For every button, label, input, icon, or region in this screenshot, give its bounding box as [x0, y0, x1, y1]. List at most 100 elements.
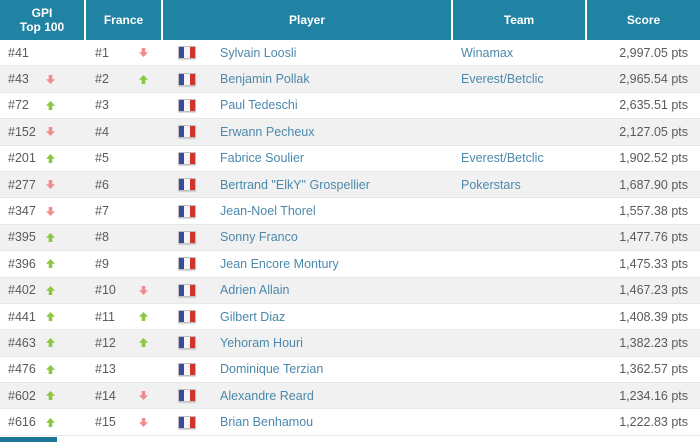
player-cell: Jean-Noel Thorel: [163, 198, 453, 223]
france-flag-icon: [178, 362, 196, 376]
score-value: 1,467.23 pts: [619, 283, 688, 298]
rank-up-icon: [46, 338, 55, 348]
player-link[interactable]: Adrien Allain: [220, 283, 290, 298]
player-link[interactable]: Fabrice Soulier: [220, 151, 305, 166]
flag-white-stripe: [184, 337, 190, 349]
player-link[interactable]: Sonny Franco: [220, 230, 298, 245]
gpi-rank-cell: #616: [0, 409, 86, 434]
france-rank-cell: #15: [86, 409, 163, 434]
player-link[interactable]: Jean-Noel Thorel: [220, 204, 316, 219]
france-rank-cell: #9: [86, 251, 163, 276]
france-flag-icon: [178, 415, 196, 429]
player-link[interactable]: Yehoram Houri: [220, 335, 303, 350]
flag-white-stripe: [184, 390, 190, 402]
flag-white-stripe: [184, 416, 190, 428]
table-row: #277 #6 Bertrand "ElkY" Grospellier Pokerst…: [0, 171, 700, 199]
score-cell: 2,635.51 pts: [587, 93, 700, 118]
gpi-rank-cell: #201: [0, 146, 86, 171]
gpi-rank-cell: #463: [0, 330, 86, 355]
team-link[interactable]: Pokerstars: [461, 177, 521, 192]
table-row: #43 #2 Benjamin Pollak Everest/Betclic 2,965…: [0, 66, 700, 93]
score-cell: 1,408.39 pts: [587, 304, 700, 329]
rank-up-icon: [46, 417, 55, 427]
team-cell: [453, 251, 587, 276]
france-rank: #8: [95, 230, 109, 245]
player-link[interactable]: Benjamin Pollak: [220, 72, 310, 87]
flag-red-stripe: [189, 205, 195, 217]
gpi-rank: #476: [8, 362, 36, 377]
flag-blue-stripe: [179, 152, 185, 164]
player-link[interactable]: Sylvain Loosli: [220, 45, 297, 60]
score-value: 1,477.76 pts: [619, 230, 688, 245]
france-rank: #3: [95, 98, 109, 113]
rank-down-icon: [46, 180, 55, 190]
player-link[interactable]: Paul Tedeschi: [220, 98, 298, 113]
score-cell: 1,362.57 pts: [587, 357, 700, 382]
france-rank: #13: [95, 362, 116, 377]
team-link[interactable]: Everest/Betclic: [461, 151, 544, 166]
france-rank-cell: #12: [86, 330, 163, 355]
flag-blue-stripe: [179, 205, 185, 217]
flag-blue-stripe: [179, 284, 185, 296]
rank-down-icon: [139, 285, 148, 295]
france-flag-icon: [178, 125, 196, 139]
score-cell: 1,687.90 pts: [587, 172, 700, 197]
table-row: #602 #14 Alexandre Reard 1,234.16 pts: [0, 383, 700, 410]
table-row: #347 #7 Jean-Noel Thorel 1,557.38 pts: [0, 198, 700, 225]
rank-up-icon: [46, 364, 55, 374]
player-cell: Gilbert Diaz: [163, 304, 453, 329]
score-cell: 2,997.05 pts: [587, 40, 700, 65]
france-flag-icon: [178, 336, 196, 350]
france-flag-icon: [178, 151, 196, 165]
player-link[interactable]: Bertrand "ElkY" Grospellier: [220, 177, 370, 192]
player-link[interactable]: Jean Encore Montury: [220, 256, 339, 271]
score-cell: 1,234.16 pts: [587, 383, 700, 408]
team-link[interactable]: Everest/Betclic: [461, 72, 544, 87]
flag-red-stripe: [189, 311, 195, 323]
team-cell: [453, 357, 587, 382]
rank-up-icon: [139, 312, 148, 322]
column-header-gpi-line1: GPI: [31, 6, 53, 20]
column-header-team: Team: [453, 0, 587, 40]
flag-red-stripe: [189, 179, 195, 191]
france-rank-cell: #3: [86, 93, 163, 118]
france-flag-icon: [178, 72, 196, 86]
gpi-rank-cell: #476: [0, 357, 86, 382]
player-link[interactable]: Dominique Terzian: [220, 362, 324, 377]
player-link[interactable]: Erwann Pecheux: [220, 124, 315, 139]
score-value: 1,362.57 pts: [619, 362, 688, 377]
table-row: #476 #13 Dominique Terzian 1,362.57 pts: [0, 356, 700, 384]
player-link[interactable]: Alexandre Reard: [220, 388, 314, 403]
gpi-rank-cell: #277: [0, 172, 86, 197]
player-link[interactable]: Brian Benhamou: [220, 415, 314, 430]
team-cell: [453, 330, 587, 355]
flag-red-stripe: [189, 47, 195, 59]
flag-blue-stripe: [179, 47, 185, 59]
team-cell: Winamax: [453, 40, 587, 65]
france-rank: #12: [95, 335, 116, 350]
team-link[interactable]: Winamax: [461, 45, 514, 60]
score-value: 2,965.54 pts: [619, 72, 688, 87]
score-cell: 1,557.38 pts: [587, 198, 700, 223]
player-cell: Jean Encore Montury: [163, 251, 453, 276]
flag-red-stripe: [189, 337, 195, 349]
player-cell: Yehoram Houri: [163, 330, 453, 355]
table-header-row: GPI Top 100 France Player Team Score: [0, 0, 700, 40]
player-link[interactable]: Gilbert Diaz: [220, 309, 286, 324]
rank-down-icon: [46, 206, 55, 216]
gpi-rank: #43: [8, 72, 29, 87]
france-rank: #1: [95, 45, 109, 60]
table-row: #463 #12 Yehoram Houri 1,382.23 pts: [0, 330, 700, 357]
flag-red-stripe: [189, 390, 195, 402]
gpi-rank-cell: #347: [0, 198, 86, 223]
score-value: 2,127.05 pts: [619, 124, 688, 139]
rank-up-icon: [139, 74, 148, 84]
team-cell: [453, 278, 587, 303]
player-cell: Bertrand "ElkY" Grospellier: [163, 172, 453, 197]
team-cell: [453, 198, 587, 223]
flag-blue-stripe: [179, 363, 185, 375]
france-flag-icon: [178, 46, 196, 60]
team-cell: [453, 409, 587, 434]
flag-blue-stripe: [179, 73, 185, 85]
